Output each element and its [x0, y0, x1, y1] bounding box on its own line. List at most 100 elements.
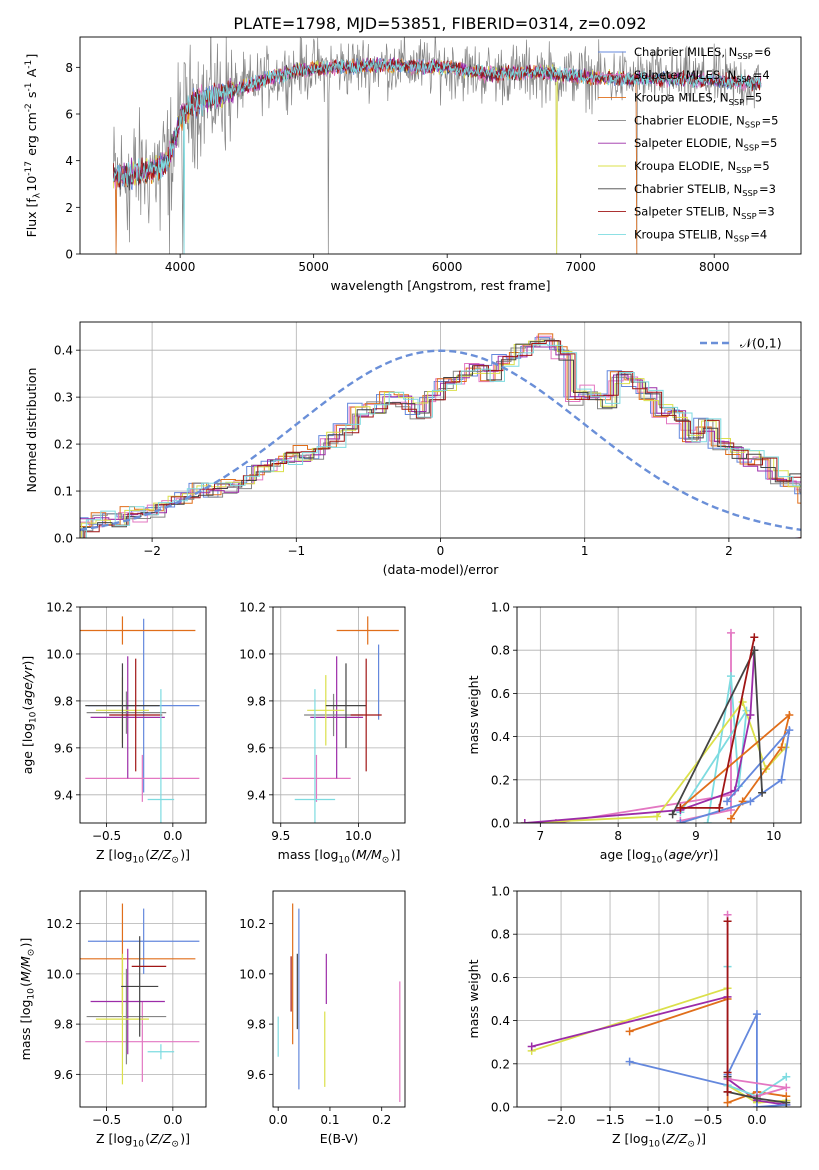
histogram-step [80, 337, 801, 538]
x-axis-label: mass [log10 (M/M⊙ )] [278, 847, 401, 866]
plus-marker [723, 917, 732, 926]
y-tick-label: 9.8 [247, 1018, 266, 1032]
x-tick-label: 0 [437, 544, 445, 558]
mass_vs_EBV-plot-area [277, 903, 401, 1102]
y-tick-label: 0 [65, 248, 73, 262]
y-tick-label: 0.2 [54, 438, 73, 452]
plus-marker [746, 797, 755, 806]
legend-entry: 𝒩(0,1) [740, 336, 782, 351]
y-tick-label: 0.4 [491, 730, 510, 744]
x-tick-label: 10 [766, 829, 781, 843]
histogram-step [84, 340, 801, 538]
y-tick-label: 9.6 [247, 741, 266, 755]
plus-marker [726, 814, 735, 823]
x-tick-label: 0.0 [269, 1113, 288, 1127]
y-axis-label: Normed distribution [24, 368, 39, 493]
plus-marker [758, 788, 767, 797]
y-tick-label: 4 [65, 154, 73, 168]
y-axis-label: age [log10 (age/yr)] [20, 656, 39, 775]
y-tick-label: 9.6 [54, 1068, 73, 1082]
x-tick-label: 5000 [298, 260, 329, 274]
y-tick-label: 0.2 [491, 1057, 510, 1071]
x-tick-label: 1 [581, 544, 589, 558]
x-axis-label: age [log10 (age/yr)] [600, 847, 719, 866]
weight-series-line [671, 646, 763, 815]
plus-marker [653, 812, 662, 821]
age_vs_Z-frame [79, 606, 207, 824]
y-tick-label: 10.0 [46, 647, 73, 661]
mass_vs_Z-plot-area [80, 891, 206, 1107]
x-tick-label: 7000 [565, 260, 596, 274]
plus-marker [676, 803, 685, 812]
x-tick-label: −1.0 [644, 1113, 673, 1127]
spectrum-model-line [113, 57, 762, 188]
x-tick-label: 0.0 [163, 829, 182, 843]
y-tick-label: 0.1 [54, 485, 73, 499]
histogram-step [80, 335, 801, 538]
y-tick-label: 10.0 [46, 967, 73, 981]
plus-marker [777, 743, 786, 752]
legend-entry: Kroupa MILES, NSSP =5 [634, 91, 762, 107]
spectrum-plot-area [113, 37, 762, 254]
residuals-frame [79, 321, 802, 539]
y-axis-label: Flux [fλ 10-17 erg cm-2 s-1 A-1 ] [24, 54, 43, 238]
x-tick-label: 0.1 [320, 1113, 339, 1127]
weight_vs_Z-frame [516, 890, 802, 1108]
x-tick-label: 4000 [165, 260, 196, 274]
mass_vs_EBV-frame [272, 890, 406, 1108]
weight-series-line [555, 632, 732, 823]
x-tick-label: 8 [614, 829, 622, 843]
y-tick-label: 0.4 [54, 344, 73, 358]
y-tick-label: 0.2 [491, 773, 510, 787]
plus-marker [738, 698, 747, 707]
y-tick-label: 8 [65, 61, 73, 75]
panel-age_vs_Z: −0.5 0.0 9.4 9.6 9.8 10.0 10.2 Z [log10 (Z/Z⊙ )… [20, 601, 207, 866]
plus-marker [520, 819, 529, 823]
x-tick-label: 2 [725, 544, 733, 558]
plus-marker [715, 803, 724, 812]
panel-weight_vs_Z: −2.0 −1.5 −1.0 −0.5 0.0 0.0 0.2 0.4 0.6 0.8 1.0 Z [… [466, 885, 802, 1150]
spectrum-frame [79, 36, 802, 255]
x-axis-label: E(B-V) [320, 1131, 359, 1146]
plus-marker [746, 711, 755, 719]
x-tick-label: −1.5 [595, 1113, 624, 1127]
weight_vs_age-frame [516, 606, 802, 824]
y-tick-label: 9.8 [247, 694, 266, 708]
plus-marker [723, 1087, 732, 1096]
residuals-plot-area [80, 322, 801, 538]
panel-mass_vs_EBV: 0.0 0.1 0.2 9.6 9.8 10.0 10.2 E(B-V) [239, 890, 406, 1146]
y-axis-label: mass weight [466, 675, 481, 754]
plus-marker [676, 819, 685, 823]
weight_vs_Z-plot-area [517, 891, 801, 1107]
legend-entry: Salpeter STELIB, NSSP =3 [634, 205, 775, 221]
x-axis-label: (data-model)/error [383, 562, 500, 577]
x-tick-label: −0.5 [693, 1113, 722, 1127]
y-tick-label: 0.0 [491, 1101, 510, 1115]
x-tick-label: 8000 [699, 260, 730, 274]
y-tick-label: 0.4 [491, 1014, 510, 1028]
plus-marker [777, 775, 786, 784]
spectrum-model-line [113, 58, 762, 254]
panel-residuals: −2 −1 0 1 2 0.0 0.1 0.2 0.3 0.4 (data-model)/error… [24, 321, 802, 577]
spectrum-legend: Chabrier MILES, NSSP =6 Salpeter MILES, N… [598, 45, 778, 244]
y-tick-label: 2 [65, 201, 73, 215]
legend-entry: Kroupa STELIB, NSSP =4 [634, 227, 767, 243]
x-axis-label: Z [log10 (Z/Z⊙ )] [96, 847, 190, 866]
plus-marker [527, 1042, 536, 1051]
histogram-step [80, 338, 801, 538]
plus-marker [723, 1068, 732, 1077]
x-tick-label: 9 [692, 829, 700, 843]
histogram-step [82, 340, 801, 538]
plus-marker [625, 1057, 634, 1066]
x-tick-label: 0.0 [163, 1113, 182, 1127]
legend-entry: Salpeter ELODIE, NSSP =5 [634, 136, 777, 152]
age_vs_mass-plot-area [273, 607, 405, 823]
panel-age_vs_mass: 9.5 10.0 9.4 9.6 9.8 10.0 10.2 mass [log10 (M/M… [239, 601, 406, 866]
y-tick-label: 9.8 [54, 694, 73, 708]
y-tick-label: 6 [65, 108, 73, 122]
y-tick-label: 10.2 [46, 601, 73, 615]
plus-marker [785, 726, 794, 735]
plus-marker [723, 1098, 732, 1107]
y-tick-label: 10.0 [239, 647, 266, 661]
